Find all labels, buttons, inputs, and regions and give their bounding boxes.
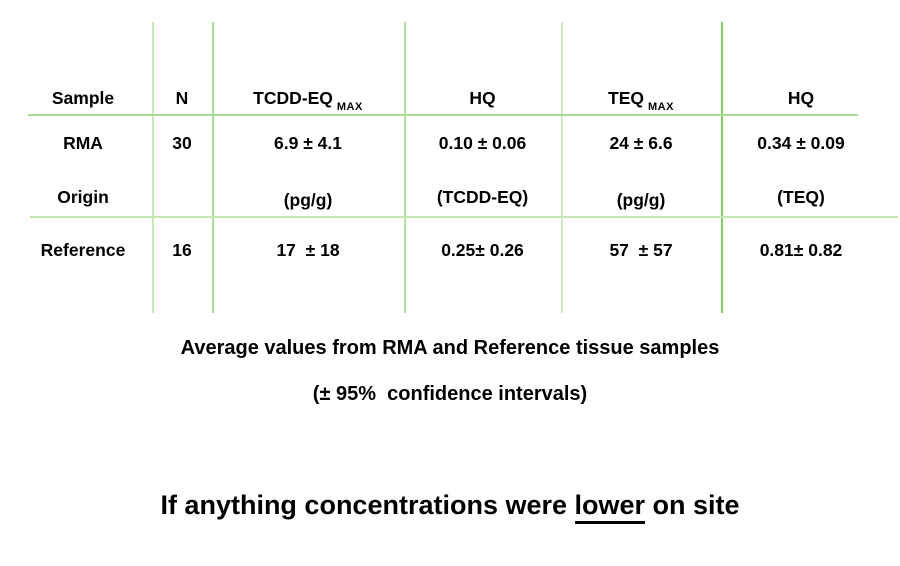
conclusion-text: If anything concentrations were lower on…	[0, 490, 900, 524]
column-header-hq-teq: HQ (TEQ)	[721, 16, 881, 280]
column-header-teq-max: TEQ MAX (pg/g)	[561, 16, 721, 283]
table-cell-origin-reference: Reference	[40, 240, 126, 260]
conclusion-suffix: on site	[645, 490, 740, 520]
table-cell-teq-rma: 24 ± 6.6	[609, 133, 673, 153]
header-line2: (TCDD-EQ)	[436, 187, 529, 207]
column-header-n: N	[152, 16, 212, 181]
table-cell-tcdd-eq-reference: 17 ± 18	[276, 240, 340, 260]
table-header-rule	[28, 114, 858, 116]
table-cell-hq-teq-rma: 0.34 ± 0.09	[757, 133, 845, 153]
table-column-divider	[152, 22, 154, 313]
table-cell-hq-teq-reference: 0.81± 0.82	[759, 240, 843, 260]
subscript-max: MAX	[648, 101, 674, 113]
header-line1: Sample	[51, 88, 115, 108]
column-header-hq-tcdd-eq: HQ (TCDD-EQ)	[404, 16, 561, 280]
table-cell-tcdd-eq-rma: 6.9 ± 4.1	[274, 133, 342, 153]
header-line1: HQ	[787, 88, 815, 108]
table-column-divider	[404, 22, 406, 313]
table-cell-origin-rma: RMA	[63, 133, 103, 153]
column-header-tcdd-eq-max: TCDD-EQ MAX (pg/g)	[212, 16, 404, 283]
header-line1: HQ	[469, 88, 496, 108]
table-cell-hq-tcdd-rma: 0.10 ± 0.06	[438, 133, 527, 153]
table-column-divider	[561, 22, 563, 313]
header-line1: TEQ MAX	[608, 88, 674, 113]
table-cell-n-rma: 30	[172, 133, 192, 153]
header-line2: (TEQ)	[777, 187, 825, 207]
header-line1: TCDD-EQ MAX	[253, 88, 363, 113]
header-line2: (pg/g)	[283, 190, 333, 210]
table-column-divider	[721, 22, 723, 313]
conclusion-prefix: If anything concentrations were	[160, 490, 575, 520]
header-line1: N	[175, 88, 189, 108]
header-line2: (pg/g)	[616, 190, 666, 210]
table-row-divider	[30, 216, 898, 218]
conclusion-emphasis-underlined: lower	[574, 490, 646, 524]
table-cell-n-reference: 16	[172, 240, 192, 260]
table-cell-hq-tcdd-reference: 0.25± 0.26	[441, 240, 524, 260]
column-header-sample-origin: Sample Origin	[14, 16, 152, 280]
table-cell-teq-reference: 57 ± 57	[609, 240, 673, 260]
table-caption-line2: (± 95% confidence intervals)	[312, 383, 588, 405]
subscript-max: MAX	[336, 101, 363, 113]
table-caption-line1: Average values from RMA and Reference ti…	[180, 337, 720, 359]
header-line2: Origin	[57, 187, 109, 207]
table-column-divider	[212, 22, 214, 313]
